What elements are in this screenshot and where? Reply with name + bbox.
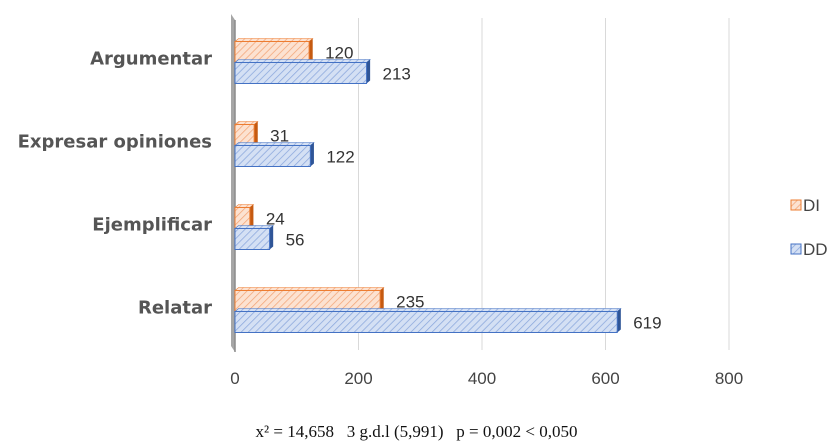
category-label: Relatar [138,298,212,319]
bar-side-face [366,59,371,84]
x-tick-label: 600 [591,369,619,388]
x-tick-label: 400 [468,369,496,388]
data-label: 31 [270,127,289,146]
bar-DD-0 [234,62,368,84]
axis-wall [231,14,235,352]
bar-DD-3 [234,311,618,333]
data-label: 56 [286,231,305,250]
data-label: 235 [396,293,424,312]
bar-side-face [249,204,254,229]
data-label: 619 [633,314,661,333]
bar-side-face [269,225,274,250]
bar-side-face [380,287,384,312]
bar-side-face [309,38,313,63]
category-label: Expresar opiniones [18,132,212,153]
bar-side-face [254,121,258,146]
bar-side-face [310,142,314,167]
data-label: 120 [325,44,353,63]
category-label: Argumentar [90,49,212,70]
data-label: 24 [266,210,285,229]
x-tick-label: 800 [715,369,743,388]
legend-swatch-DD [790,243,802,255]
bar-DD-2 [234,228,271,250]
data-label: 213 [383,65,411,84]
bar-DD-1 [234,145,311,167]
bar-side-face [617,308,621,333]
category-label: Ejemplificar [92,215,212,236]
data-label: 122 [326,148,354,167]
x-tick-label: 200 [344,369,372,388]
statistics-note: x² = 14,658 3 g.d.l (5,991) p = 0,002 < … [255,422,578,441]
legend-swatch-DI [790,199,802,211]
x-tick-label: 0 [230,369,239,388]
bar-chart: 0 200 400 600 800 120 213 Argumentar 31 122 Expres… [18,14,828,388]
legend-label-DD: DD [803,240,828,259]
legend-label-DI: DI [803,196,820,215]
